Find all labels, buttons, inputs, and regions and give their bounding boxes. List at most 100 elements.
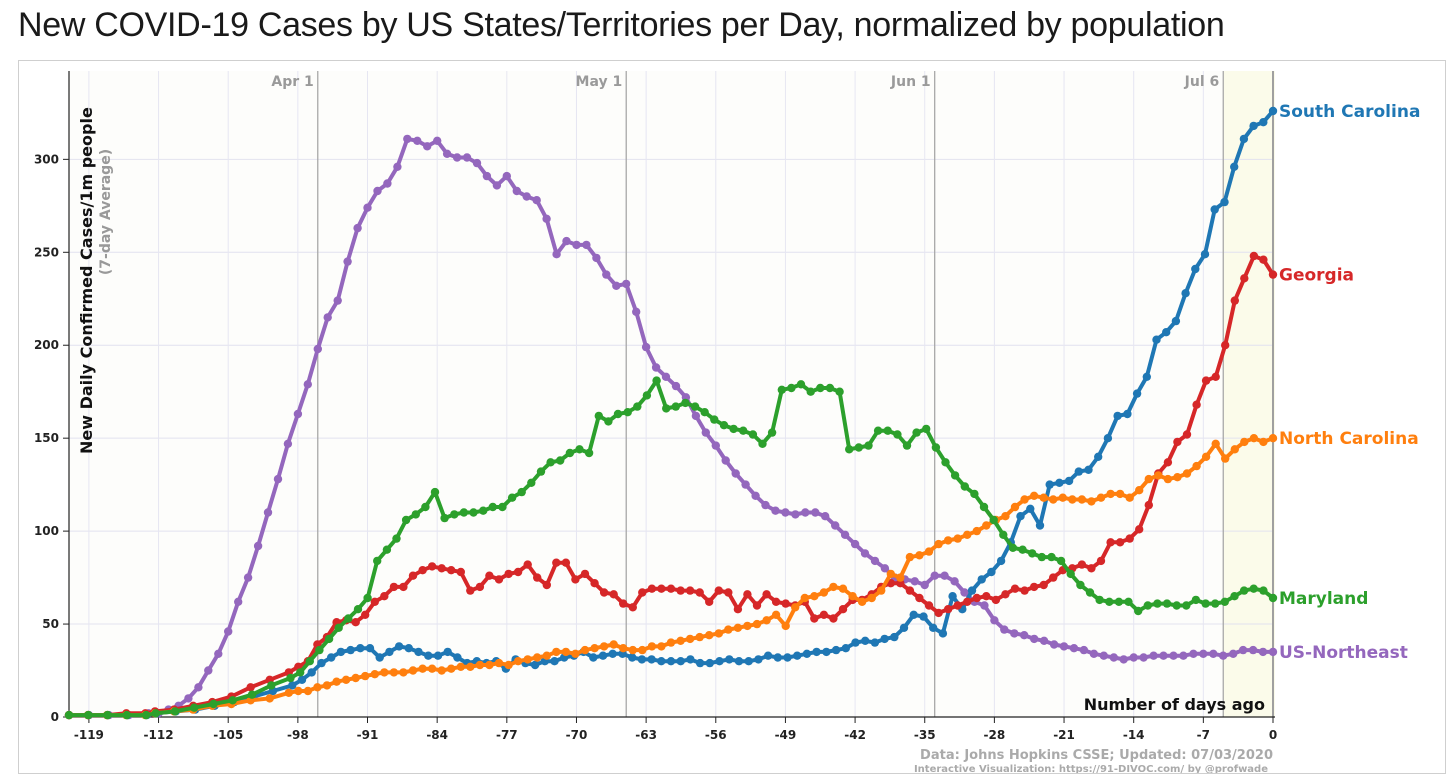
data-point xyxy=(151,709,160,718)
data-point xyxy=(1163,474,1173,484)
data-point xyxy=(710,415,719,424)
data-point xyxy=(647,584,657,593)
data-point xyxy=(924,547,934,556)
data-point xyxy=(389,582,399,592)
data-point xyxy=(609,640,618,649)
data-point xyxy=(427,562,437,571)
data-point xyxy=(1135,525,1144,534)
data-point xyxy=(341,675,351,684)
data-point xyxy=(1099,651,1109,660)
data-point xyxy=(972,526,981,536)
data-point xyxy=(690,402,700,411)
data-point xyxy=(647,642,657,651)
data-point xyxy=(273,474,283,484)
data-point xyxy=(1105,597,1114,606)
data-point xyxy=(829,614,838,623)
data-point xyxy=(857,597,867,606)
y-tick-label: 50 xyxy=(42,617,59,631)
data-point xyxy=(288,681,297,690)
data-point xyxy=(469,508,478,517)
data-point xyxy=(479,506,488,515)
data-point xyxy=(536,467,546,476)
data-point xyxy=(204,666,213,675)
data-point xyxy=(748,430,758,439)
data-point xyxy=(1089,649,1099,658)
data-point xyxy=(413,136,422,145)
data-point xyxy=(375,653,384,662)
data-point xyxy=(980,601,989,610)
data-point xyxy=(353,605,363,614)
data-point xyxy=(550,657,559,666)
data-point xyxy=(592,253,601,263)
data-point xyxy=(743,590,752,599)
data-point xyxy=(466,662,475,671)
data-point xyxy=(602,270,611,279)
data-point xyxy=(1230,592,1239,601)
data-point xyxy=(979,502,989,512)
data-point xyxy=(619,644,628,653)
data-point xyxy=(546,458,555,467)
data-point xyxy=(392,534,401,543)
data-point xyxy=(323,313,332,322)
data-point xyxy=(1182,430,1192,439)
data-point xyxy=(447,566,456,575)
data-point xyxy=(327,653,336,662)
data-point xyxy=(608,649,617,658)
data-point xyxy=(1096,556,1106,566)
data-point xyxy=(462,153,472,162)
data-point xyxy=(1077,560,1087,569)
data-point xyxy=(963,597,972,606)
data-point xyxy=(714,629,723,638)
data-point xyxy=(122,710,131,720)
data-point xyxy=(1181,289,1190,298)
data-point xyxy=(1029,491,1039,500)
series: US-Northeast South Carolina Georgia North C… xyxy=(64,102,1420,720)
data-point xyxy=(870,638,880,647)
data-point xyxy=(609,590,618,599)
data-point xyxy=(1268,647,1278,657)
data-point xyxy=(184,694,193,703)
data-point xyxy=(989,515,998,525)
data-point xyxy=(1129,653,1138,662)
data-point xyxy=(1123,409,1132,419)
data-point xyxy=(719,421,729,430)
data-point xyxy=(1248,645,1258,655)
data-point xyxy=(1200,250,1210,259)
data-point xyxy=(662,404,671,413)
data-point xyxy=(373,186,382,196)
data-point xyxy=(934,608,943,618)
data-point xyxy=(453,653,462,662)
x-tick-label: -84 xyxy=(426,728,448,742)
data-point xyxy=(532,196,541,205)
data-point xyxy=(286,673,295,683)
data-point xyxy=(1259,586,1268,595)
data-point xyxy=(671,402,680,411)
data-point xyxy=(831,645,841,655)
data-point xyxy=(762,590,771,599)
data-point xyxy=(972,593,981,603)
axes: 0 50 100 150 200 250 300 -119 -112 -105 -98 -91 -84 -… xyxy=(34,71,1277,742)
data-point xyxy=(819,588,829,597)
data-point xyxy=(1238,645,1248,655)
data-point xyxy=(622,279,631,289)
data-point xyxy=(513,657,523,666)
data-point xyxy=(430,487,440,497)
data-point xyxy=(1268,434,1278,443)
data-point xyxy=(1035,521,1045,530)
x-tick-label: -7 xyxy=(1197,728,1210,742)
data-point xyxy=(571,575,580,584)
data-point xyxy=(934,539,943,549)
data-point xyxy=(385,647,394,657)
data-point xyxy=(562,236,571,246)
data-point xyxy=(523,655,532,664)
data-point xyxy=(835,387,844,396)
data-point xyxy=(1240,437,1249,447)
data-point xyxy=(691,411,701,421)
data-point xyxy=(711,441,720,450)
data-point xyxy=(771,610,781,619)
data-point xyxy=(517,487,526,497)
data-point xyxy=(209,699,218,709)
x-tick-label: -28 xyxy=(984,728,1006,742)
x-tick-label: -35 xyxy=(914,728,936,742)
data-point xyxy=(1201,452,1211,461)
